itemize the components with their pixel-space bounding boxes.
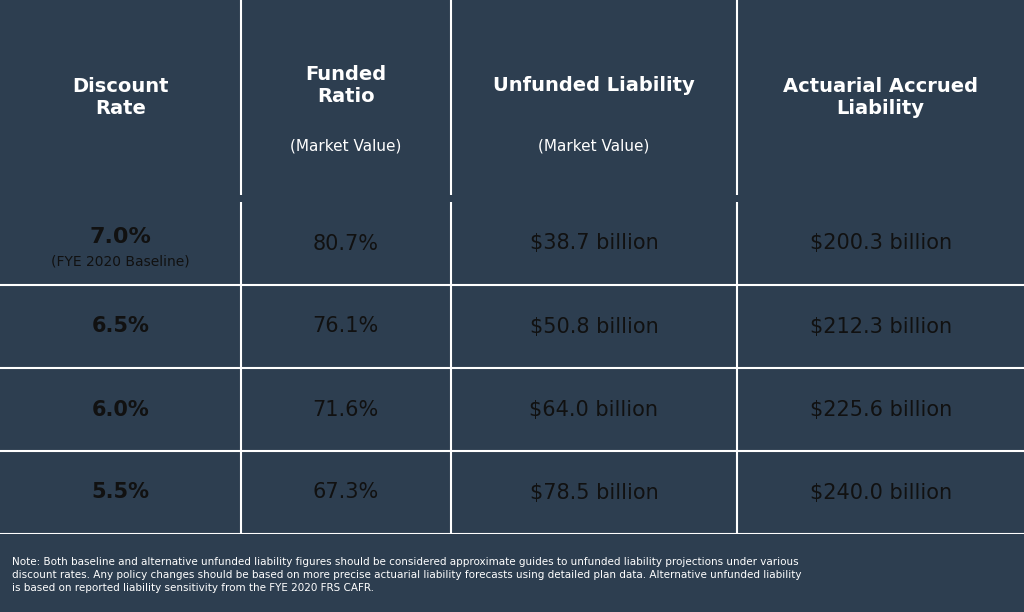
Text: 76.1%: 76.1% [312,316,379,337]
Text: Discount
Rate: Discount Rate [72,77,169,118]
Text: (Market Value): (Market Value) [290,139,401,154]
Text: $212.3 billion: $212.3 billion [810,316,951,337]
Text: $240.0 billion: $240.0 billion [810,482,951,502]
Text: (Market Value): (Market Value) [539,139,649,154]
Text: Unfunded Liability: Unfunded Liability [493,76,695,95]
Text: 67.3%: 67.3% [312,482,379,502]
Text: $64.0 billion: $64.0 billion [529,400,658,419]
Text: 5.5%: 5.5% [91,482,150,502]
Text: $225.6 billion: $225.6 billion [810,400,951,419]
Text: 7.0%: 7.0% [89,227,152,247]
Text: $78.5 billion: $78.5 billion [529,482,658,502]
Text: $38.7 billion: $38.7 billion [529,234,658,253]
Text: 71.6%: 71.6% [312,400,379,419]
Text: $50.8 billion: $50.8 billion [529,316,658,337]
Text: 80.7%: 80.7% [312,234,379,253]
Text: Note: Both baseline and alternative unfunded liability figures should be conside: Note: Both baseline and alternative unfu… [12,557,802,593]
Text: 6.0%: 6.0% [91,400,150,419]
Text: 6.5%: 6.5% [91,316,150,337]
Text: Funded
Ratio: Funded Ratio [305,65,386,106]
Text: (FYE 2020 Baseline): (FYE 2020 Baseline) [51,255,189,269]
Text: Actuarial Accrued
Liability: Actuarial Accrued Liability [783,77,978,118]
Text: $200.3 billion: $200.3 billion [810,234,951,253]
